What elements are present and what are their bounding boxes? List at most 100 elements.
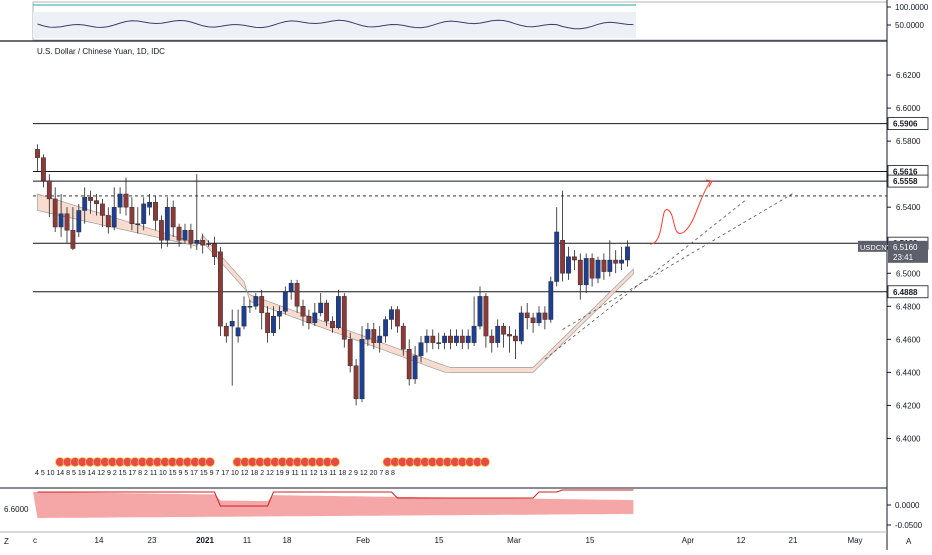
- candle-body: [135, 223, 141, 225]
- y-tick-label: 6.4200: [896, 401, 921, 410]
- candle-body: [542, 312, 548, 320]
- candle-body: [247, 306, 253, 308]
- x-tick-label: 15: [586, 536, 595, 545]
- candle-body: [123, 193, 129, 208]
- candle-body: [418, 342, 424, 357]
- candle-body: [365, 329, 371, 340]
- candle-body: [235, 327, 241, 337]
- candle-body: [41, 157, 46, 181]
- x-tick-label: 23: [148, 536, 157, 545]
- candle-body: [265, 312, 270, 333]
- y-tick-label: 6.6000: [896, 104, 921, 113]
- candle-body: [371, 329, 377, 343]
- candle-body: [454, 335, 459, 343]
- candle-body: [147, 202, 152, 208]
- x-tick-label: 14: [95, 536, 104, 545]
- candle-body: [589, 258, 595, 279]
- candle-body: [341, 296, 347, 340]
- candle-body: [465, 335, 471, 343]
- candle-body: [241, 306, 247, 327]
- candle-body: [141, 203, 147, 224]
- candle-body: [294, 282, 300, 307]
- candle-body: [471, 325, 477, 343]
- x-tick-label: 2021: [196, 536, 214, 545]
- chart-title: U.S. Dollar / Chinese Yuan, 1D, IDC: [37, 47, 165, 56]
- candle-body: [58, 213, 64, 228]
- candle-body: [35, 149, 40, 158]
- candle-body: [489, 335, 495, 343]
- candle-body: [607, 259, 613, 272]
- x-tick-label: 15: [435, 536, 444, 545]
- candle-body: [383, 319, 388, 337]
- candle-body: [572, 256, 577, 261]
- candle-body: [595, 259, 601, 279]
- candle-body: [318, 302, 324, 314]
- candle-body: [459, 335, 465, 343]
- event-marker: [330, 457, 340, 467]
- x-tick-label: 12: [737, 536, 746, 545]
- last-price-label: 6.5160: [893, 243, 918, 252]
- x-tick-label: Mar: [507, 536, 521, 545]
- candle-body: [583, 258, 589, 286]
- candle-body: [548, 281, 554, 320]
- lower-tick-label: -0.0500: [895, 521, 923, 530]
- candle-body: [82, 197, 88, 211]
- candle-body: [158, 220, 164, 241]
- candle-body: [176, 226, 182, 241]
- candle-body: [94, 200, 99, 205]
- trendline-lower: [562, 191, 796, 330]
- bottom-left-label: Z: [4, 537, 9, 546]
- candle-body: [347, 339, 353, 366]
- candle-body: [336, 296, 341, 328]
- candle-body: [436, 342, 442, 344]
- event-marker: [480, 457, 490, 467]
- trendline-upper: [544, 200, 746, 360]
- candle-body: [300, 306, 306, 317]
- candle-body: [277, 311, 282, 317]
- candle-body: [99, 203, 105, 216]
- candle-body: [359, 339, 365, 400]
- x-tick-label: Feb: [356, 536, 370, 545]
- candle-body: [188, 230, 194, 244]
- candle-body: [88, 197, 94, 201]
- candle-body: [212, 243, 217, 257]
- candle-body: [153, 202, 158, 221]
- candle-body: [501, 325, 506, 335]
- level-price-label: 6.4888: [893, 288, 918, 297]
- lower-panel-left-label: 6.6000: [4, 505, 29, 514]
- candle-body: [400, 325, 406, 350]
- candle-body: [524, 312, 530, 319]
- candle-body: [406, 349, 412, 380]
- candle-body: [507, 334, 512, 337]
- candle-body: [282, 291, 288, 312]
- candle-body: [46, 180, 52, 200]
- candle-body: [412, 355, 418, 380]
- y-tick-label: 6.4600: [896, 335, 921, 344]
- candle-body: [518, 312, 524, 342]
- candle-body: [259, 296, 265, 314]
- candle-body: [76, 210, 82, 233]
- x-tick-label: 21: [789, 536, 798, 545]
- candle-body: [619, 259, 625, 264]
- symbol-tag-label: USDCNY: [860, 243, 892, 252]
- candle-body: [64, 213, 70, 231]
- candle-body: [377, 335, 383, 343]
- x-tick-label: May: [847, 536, 862, 545]
- x-tick-label: 11: [243, 536, 252, 545]
- candle-body: [448, 335, 453, 343]
- candle-body: [105, 215, 111, 228]
- candle-body: [483, 296, 489, 337]
- candle-body: [395, 309, 400, 327]
- candle-body: [206, 243, 211, 245]
- candle-body: [223, 325, 229, 337]
- candle-body: [625, 246, 630, 261]
- x-tick-label: Apr: [682, 536, 695, 545]
- candle-body: [194, 240, 200, 244]
- candle-body: [200, 240, 206, 246]
- y-tick-label: 6.4000: [896, 434, 921, 443]
- lower-panel-fill: [33, 492, 634, 518]
- lower-tick-label: 0.0000: [895, 501, 920, 510]
- candle-body: [477, 296, 483, 327]
